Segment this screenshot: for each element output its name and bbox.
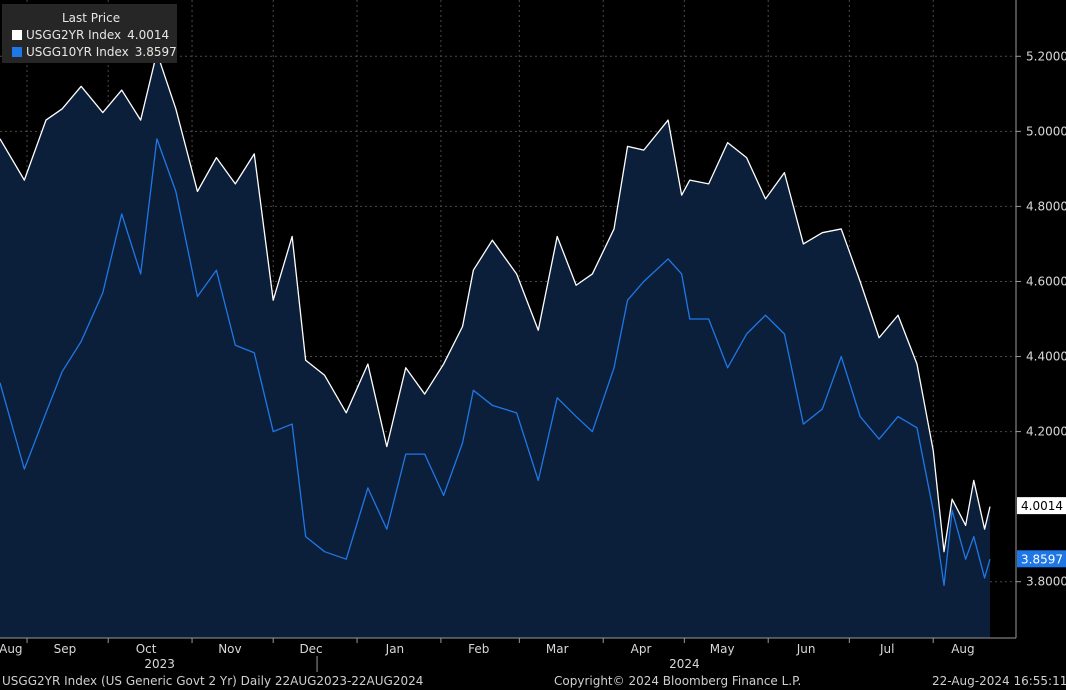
y-axis-ticks: 5.2000 5.0000 4.8000 4.6000 4.4000 4.2000 3.80… [1016, 49, 1066, 589]
last-value-labels: 4.0014 3.8597 [1017, 497, 1066, 568]
x-tick-label-0: Aug [0, 642, 23, 656]
x-tick-label-12: Aug [951, 642, 974, 656]
x-tick-label-4: Dec [299, 642, 322, 656]
x-tick-label-6: Feb [468, 642, 489, 656]
legend-header: Last Price [62, 11, 121, 25]
legend-swatch-10yr [12, 47, 22, 57]
x-tick-label-7: Mar [546, 642, 569, 656]
chart-areas [0, 52, 990, 638]
chart-lines [0, 51, 991, 587]
legend-item-2yr[interactable]: USGG2YR Index 4.0014 [12, 28, 169, 42]
x-tick-label-1: Sep [54, 642, 77, 656]
chart-axes [0, 0, 1017, 639]
series-area-fill [0, 52, 990, 638]
x-tick-label-9: May [710, 642, 735, 656]
legend-item-10yr[interactable]: USGG10YR Index 3.8597 [12, 45, 177, 59]
footer-copyright: Copyright© 2024 Bloomberg Finance L.P. [554, 674, 802, 688]
y-tick-label-6: 3.8000 [1026, 575, 1066, 589]
legend-value-2yr: 4.0014 [127, 28, 170, 42]
x-tick-label-3: Nov [218, 642, 241, 656]
legend-box: Last Price USGG2YR Index 4.0014 USGG10YR … [2, 4, 177, 63]
series-line-10yr [0, 138, 991, 587]
x-tick-label-11: Jul [879, 642, 894, 656]
y-tick-label-1: 5.0000 [1026, 124, 1066, 138]
x-tick-label-5: Jan [385, 642, 405, 656]
y-tick-label-0: 5.2000 [1026, 49, 1066, 63]
last-value-box-1 [1017, 550, 1066, 568]
x-tick-label-8: Apr [631, 642, 652, 656]
footer-timestamp: 22-Aug-2024 16:55:11 [932, 674, 1066, 688]
y-tick-label-2: 4.8000 [1026, 199, 1066, 213]
legend-swatch-2yr [12, 30, 22, 40]
last-value-box-0 [1017, 497, 1066, 515]
y-tick-label-5: 4.2000 [1026, 425, 1066, 439]
year-label-2023: 2023 [144, 657, 175, 671]
x-tick-label-10: Jun [796, 642, 816, 656]
series-line-2yr [0, 51, 991, 553]
x-tick-label-2: Oct [136, 642, 157, 656]
y-tick-label-4: 4.4000 [1026, 350, 1066, 364]
year-label-2024: 2024 [669, 657, 700, 671]
legend-label-10yr: USGG10YR Index [26, 45, 129, 59]
x-axis-ticks: Aug Sep Oct Nov Dec Jan Feb Mar Apr May Jun Jul Aug 2… [0, 638, 975, 672]
last-value-label-1: 3.8597 [1021, 552, 1063, 566]
legend-value-10yr: 3.8597 [134, 45, 177, 59]
footer-description: USGG2YR Index (US Generic Govt 2 Yr) Dai… [2, 674, 424, 688]
y-tick-label-3: 4.6000 [1026, 274, 1066, 288]
last-value-label-0: 4.0014 [1021, 499, 1063, 513]
legend-label-2yr: USGG2YR Index [26, 28, 122, 42]
